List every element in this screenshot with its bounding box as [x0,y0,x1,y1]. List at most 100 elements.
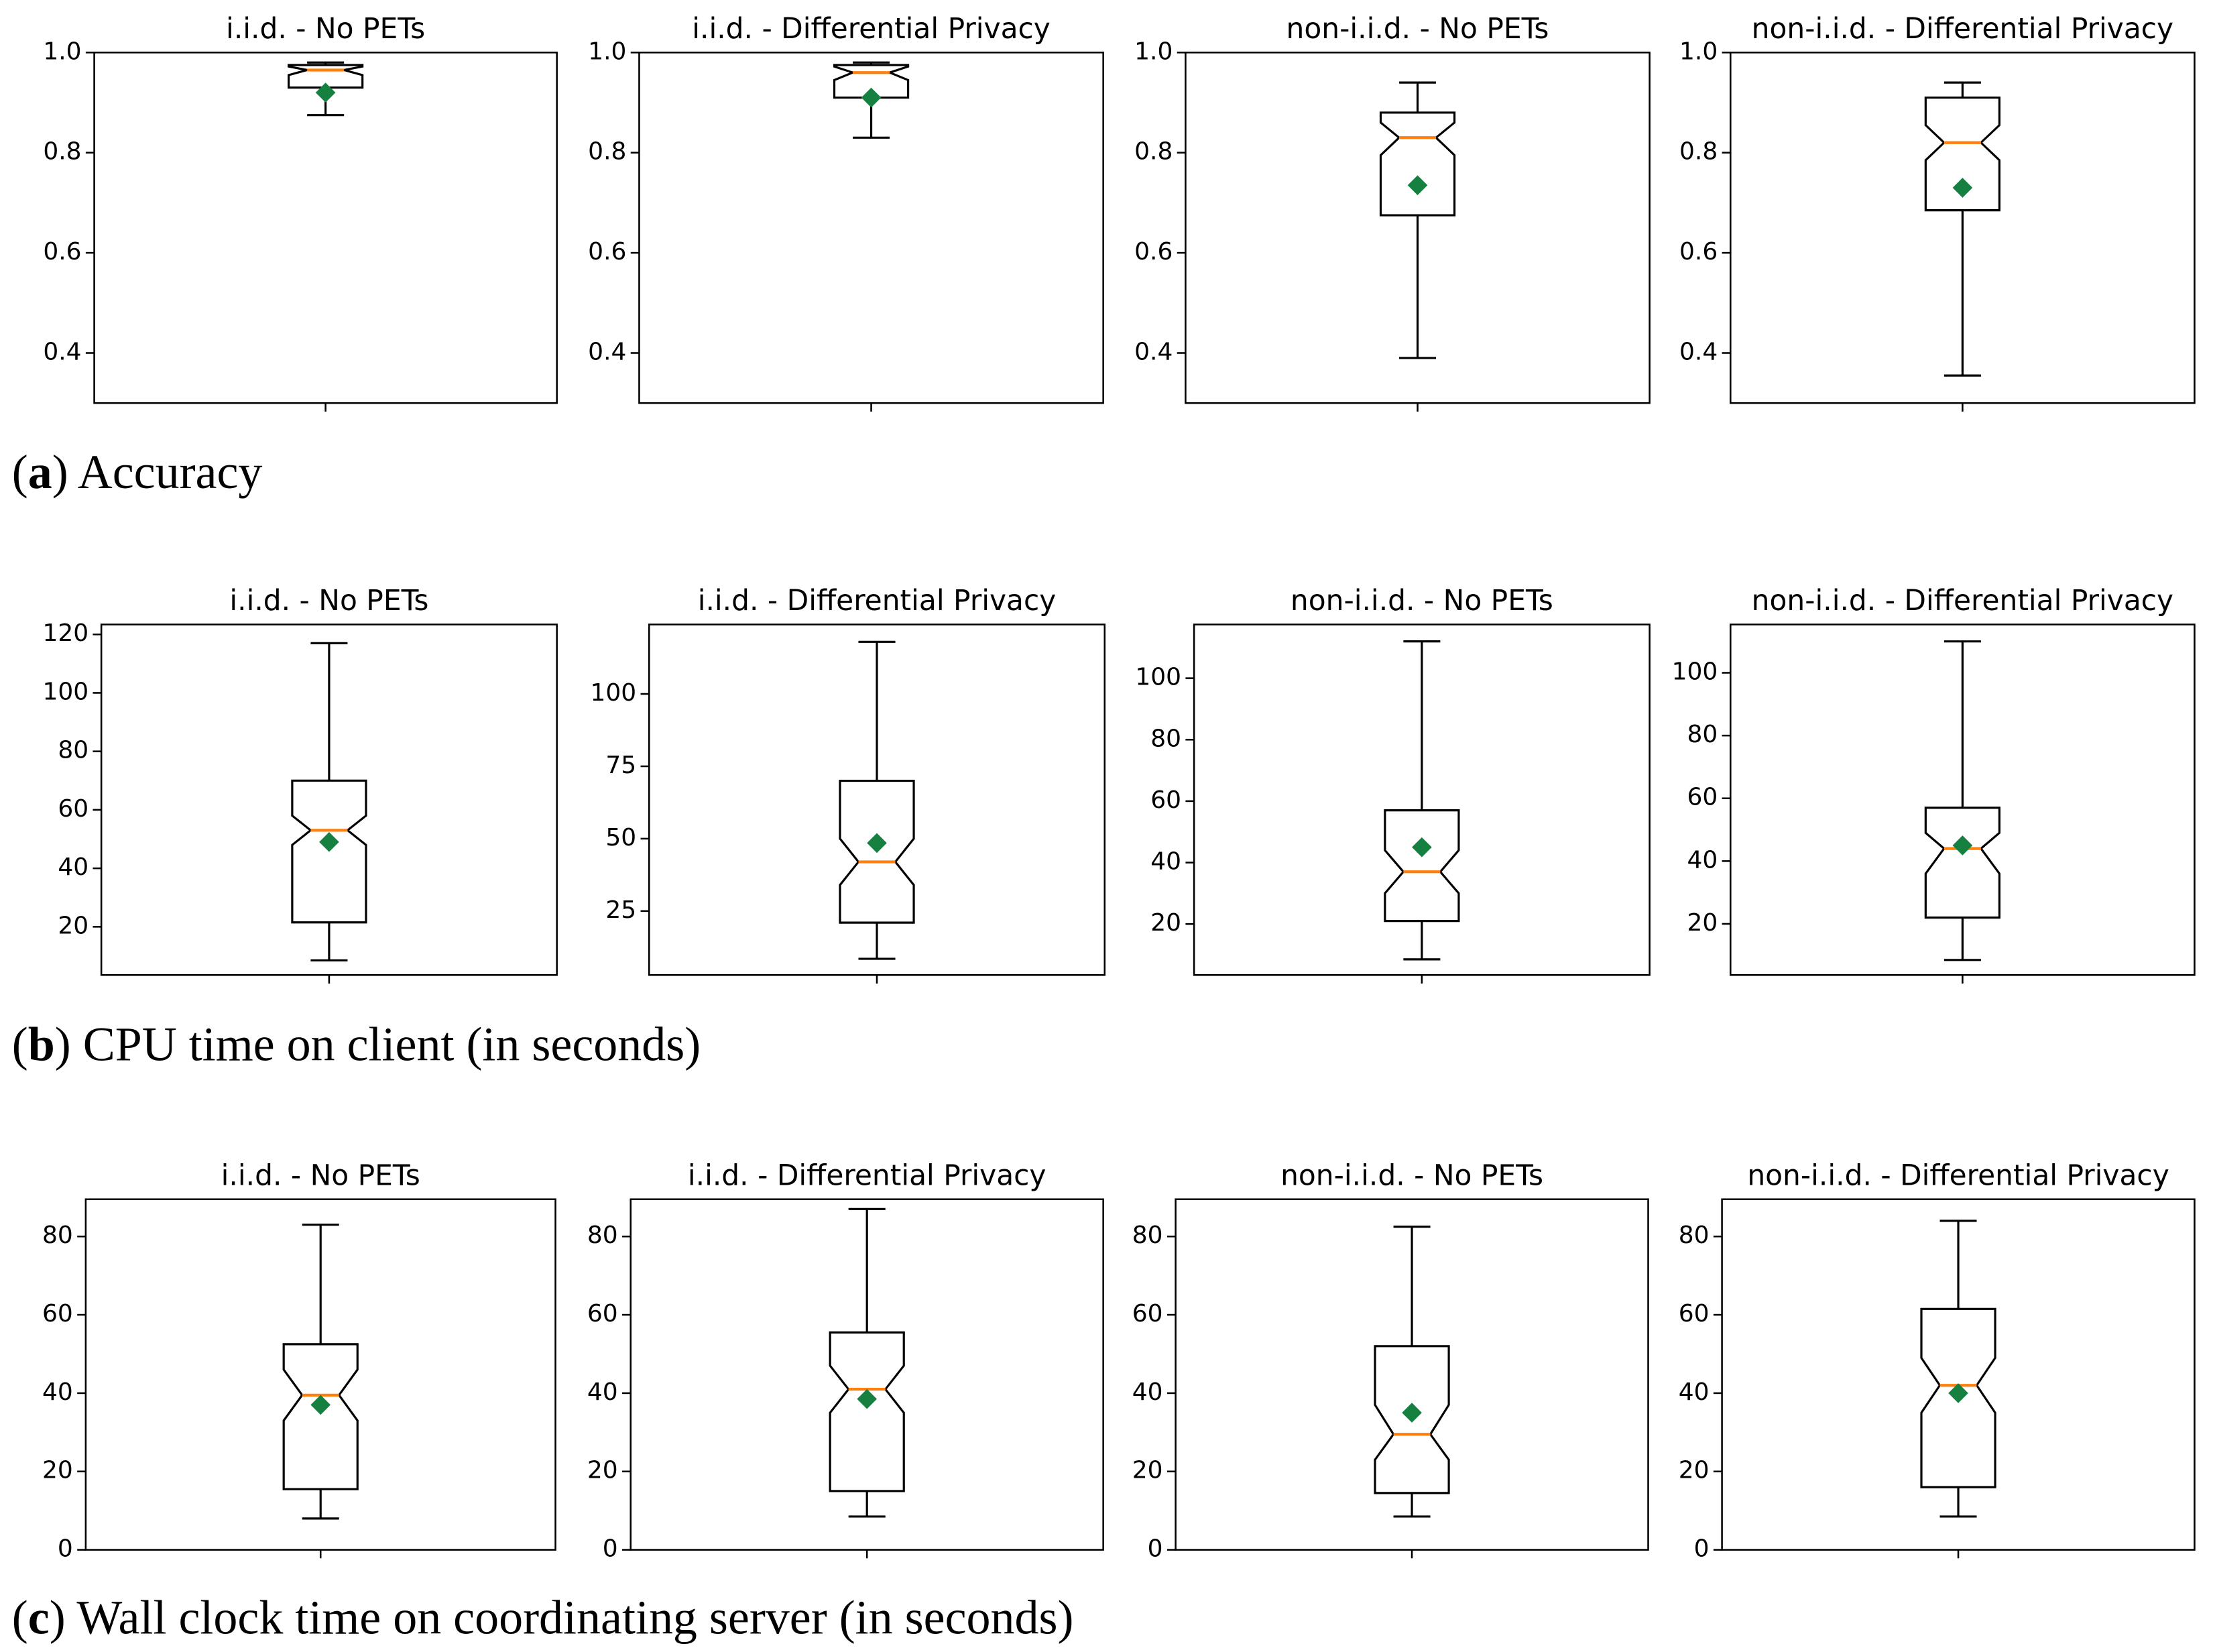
y-tick-label: 0.4 [1679,338,1718,365]
y-tick-label: 0.8 [43,138,81,166]
caption-part: ( [12,445,28,499]
y-tick-label: 20 [58,912,88,939]
y-tick-label: 100 [42,678,88,705]
y-tick-label: 80 [1679,1222,1710,1249]
mean-marker [1952,835,1973,856]
y-tick-label: 0.4 [1134,338,1173,365]
chart-title: i.i.d. - Differential Privacy [688,1159,1046,1192]
box-body [839,779,915,924]
y-tick-label: 75 [605,752,636,779]
y-tick-label: 0 [58,1535,73,1563]
chart-title: i.i.d. - No PETs [226,12,425,45]
y-tick-label: 60 [1132,1300,1163,1328]
caption-part: ( [12,1017,28,1071]
box-body [282,1343,359,1490]
y-tick-label: 25 [605,896,636,924]
y-tick-label: 80 [42,1222,73,1249]
y-tick-label: 0.6 [1679,238,1718,266]
chart-title: i.i.d. - No PETs [229,584,428,617]
y-tick-label: 1.0 [1134,38,1173,65]
y-tick-label: 0.8 [588,138,626,166]
box-body [833,64,910,99]
mean-marker [310,1395,331,1415]
y-tick-label: 20 [1132,1457,1163,1484]
box-body [287,64,364,89]
y-tick-label: 20 [42,1457,73,1484]
chart-title: non-i.i.d. - No PETs [1280,1159,1543,1192]
caption-part: c [28,1590,50,1644]
mean-marker [861,87,882,108]
y-tick-label: 50 [605,824,636,851]
mean-marker [1412,837,1432,858]
mean-marker [1952,178,1973,198]
y-tick-label: 100 [1672,658,1718,685]
y-tick-label: 20 [1687,909,1718,937]
y-tick-label: 40 [1150,848,1181,876]
y-tick-label: 80 [1687,721,1718,748]
caption: (c) Wall clock time on coordinating serv… [12,1590,1074,1644]
y-tick-label: 20 [1679,1457,1710,1484]
caption-part: ) Wall clock time on coordinating server… [50,1590,1074,1644]
mean-marker [1407,175,1428,196]
box-body [1924,807,2001,919]
y-tick-label: 80 [1150,725,1181,752]
y-tick-label: 40 [1132,1378,1163,1406]
y-tick-label: 0.4 [43,338,81,365]
y-tick-label: 60 [1150,786,1181,814]
y-tick-label: 40 [1679,1378,1710,1406]
y-tick-label: 20 [587,1457,618,1484]
y-tick-label: 0 [1148,1535,1163,1563]
mean-marker [315,82,336,103]
y-tick-label: 20 [1150,909,1181,937]
y-tick-label: 80 [58,737,88,764]
y-tick-label: 0 [1694,1535,1710,1563]
y-tick-label: 60 [1679,1300,1710,1328]
y-tick-label: 40 [1687,846,1718,874]
chart-title: non-i.i.d. - Differential Privacy [1752,12,2173,45]
caption: (a) Accuracy [12,445,263,499]
y-tick-label: 40 [58,853,88,881]
y-tick-label: 100 [591,679,637,707]
y-tick-label: 60 [58,795,88,823]
box-body [829,1331,905,1492]
y-tick-label: 0.6 [1134,238,1173,266]
caption-part: ) Accuracy [52,445,263,499]
caption-part: ( [12,1590,28,1644]
mean-marker [1402,1403,1422,1423]
box-body [291,779,367,924]
box-body [1379,111,1456,217]
y-tick-label: 0.6 [43,238,81,266]
mean-marker [319,832,339,852]
chart-title: non-i.i.d. - No PETs [1286,12,1549,45]
chart-title: non-i.i.d. - Differential Privacy [1747,1159,2169,1192]
box-body [1384,809,1460,923]
y-tick-label: 40 [42,1378,73,1406]
chart-title: non-i.i.d. - No PETs [1291,584,1553,617]
y-tick-label: 80 [1132,1222,1163,1249]
y-tick-label: 40 [587,1378,618,1406]
y-tick-label: 120 [42,620,88,647]
y-tick-label: 0.6 [588,238,626,266]
y-tick-label: 0.8 [1679,138,1718,166]
y-tick-label: 60 [1687,784,1718,811]
box-body [1374,1345,1450,1494]
y-tick-label: 1.0 [43,38,81,65]
y-tick-label: 100 [1135,664,1181,691]
y-tick-label: 1.0 [1679,38,1718,65]
caption-part: ) CPU time on client (in seconds) [55,1017,701,1071]
chart-title: i.i.d. - Differential Privacy [692,12,1051,45]
mean-marker [857,1389,878,1409]
y-tick-label: 0 [603,1535,618,1563]
y-tick-label: 60 [42,1300,73,1328]
mean-marker [1948,1383,1968,1403]
box-body [1920,1307,1996,1488]
box-body [1924,96,2001,212]
caption-part: a [28,445,52,499]
y-tick-label: 0.4 [588,338,626,365]
chart-title: non-i.i.d. - Differential Privacy [1752,584,2173,617]
y-tick-label: 80 [587,1222,618,1249]
y-tick-label: 1.0 [588,38,626,65]
y-tick-label: 60 [587,1300,618,1328]
